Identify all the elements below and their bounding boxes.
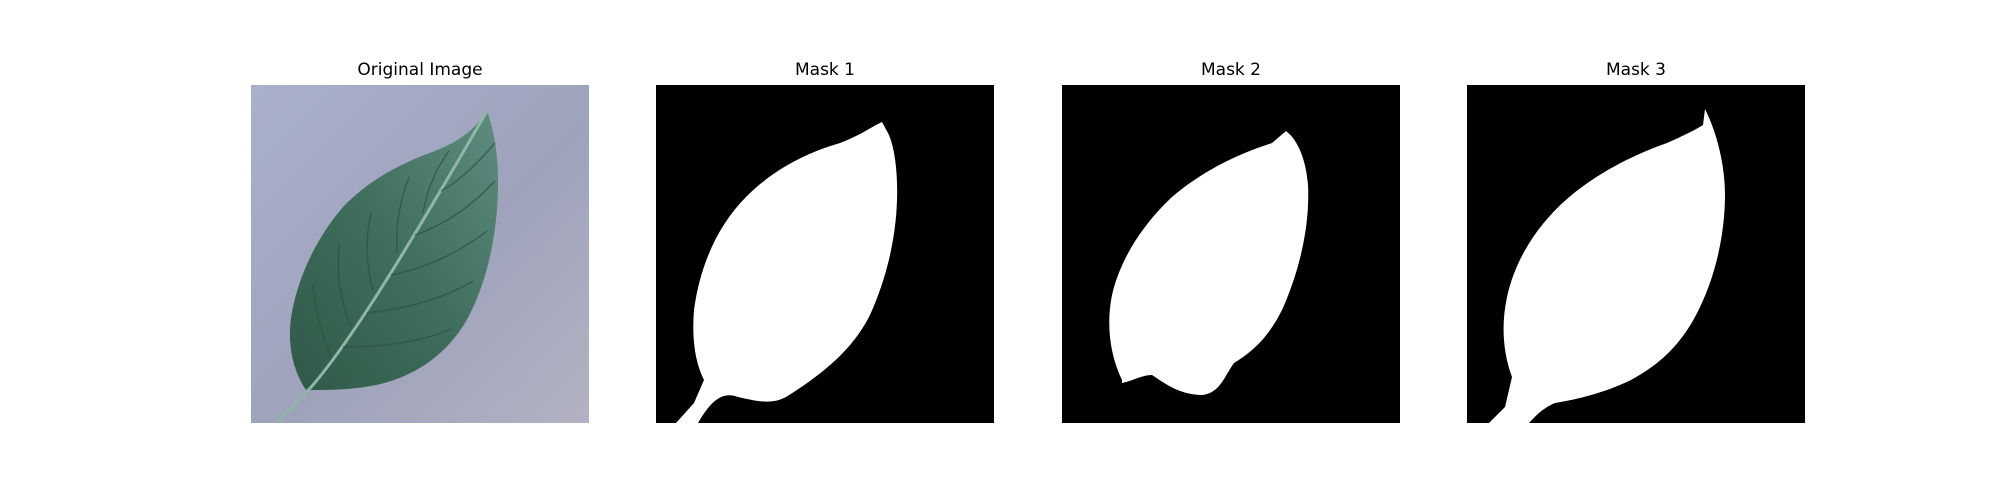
- mask-2-svg: [1062, 85, 1400, 423]
- panel-title: Mask 1: [794, 60, 855, 80]
- mask-3-svg: [1467, 85, 1805, 423]
- panel-original-image: Original Image: [251, 55, 589, 423]
- leaf-midrib: [275, 110, 489, 423]
- leaf-veins: [312, 142, 496, 358]
- mask-2-image: [1062, 85, 1400, 423]
- leaf-photo-svg: [251, 85, 589, 423]
- mask-1-svg: [656, 85, 994, 423]
- panel-mask-1: Mask 1: [656, 55, 994, 423]
- mask-1-leaf-region: [676, 122, 898, 423]
- panel-mask-3: Mask 3: [1467, 55, 1805, 423]
- mask-3-image: [1467, 85, 1805, 423]
- mask-3-leaf-region: [1489, 109, 1725, 423]
- panel-title: Original Image: [357, 60, 483, 80]
- panel-title: Mask 3: [1605, 60, 1666, 80]
- mask-1-image: [656, 85, 994, 423]
- panel-title: Mask 2: [1200, 60, 1261, 80]
- original-leaf-photo: [251, 85, 589, 423]
- panel-mask-2: Mask 2: [1062, 55, 1400, 423]
- mask-2-leaf-region: [1109, 131, 1309, 395]
